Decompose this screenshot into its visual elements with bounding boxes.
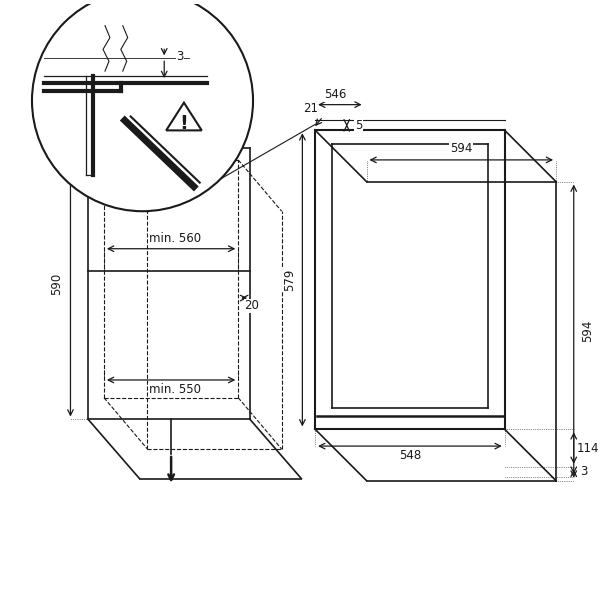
Text: 594: 594 (581, 320, 594, 342)
Text: min. 550: min. 550 (149, 384, 201, 396)
Text: 546: 546 (324, 88, 346, 101)
Text: 3: 3 (176, 50, 184, 63)
Text: 114: 114 (577, 442, 599, 454)
Text: 590: 590 (50, 273, 63, 295)
Text: 3: 3 (580, 465, 587, 478)
Text: !: ! (179, 114, 188, 133)
Text: min. 560: min. 560 (149, 232, 201, 245)
Text: 20: 20 (245, 299, 259, 313)
Text: 5: 5 (355, 119, 362, 132)
Text: 579: 579 (283, 268, 296, 291)
Text: 21: 21 (303, 102, 318, 115)
Text: 594: 594 (450, 142, 472, 155)
Circle shape (32, 0, 253, 211)
Text: 548: 548 (399, 450, 421, 462)
